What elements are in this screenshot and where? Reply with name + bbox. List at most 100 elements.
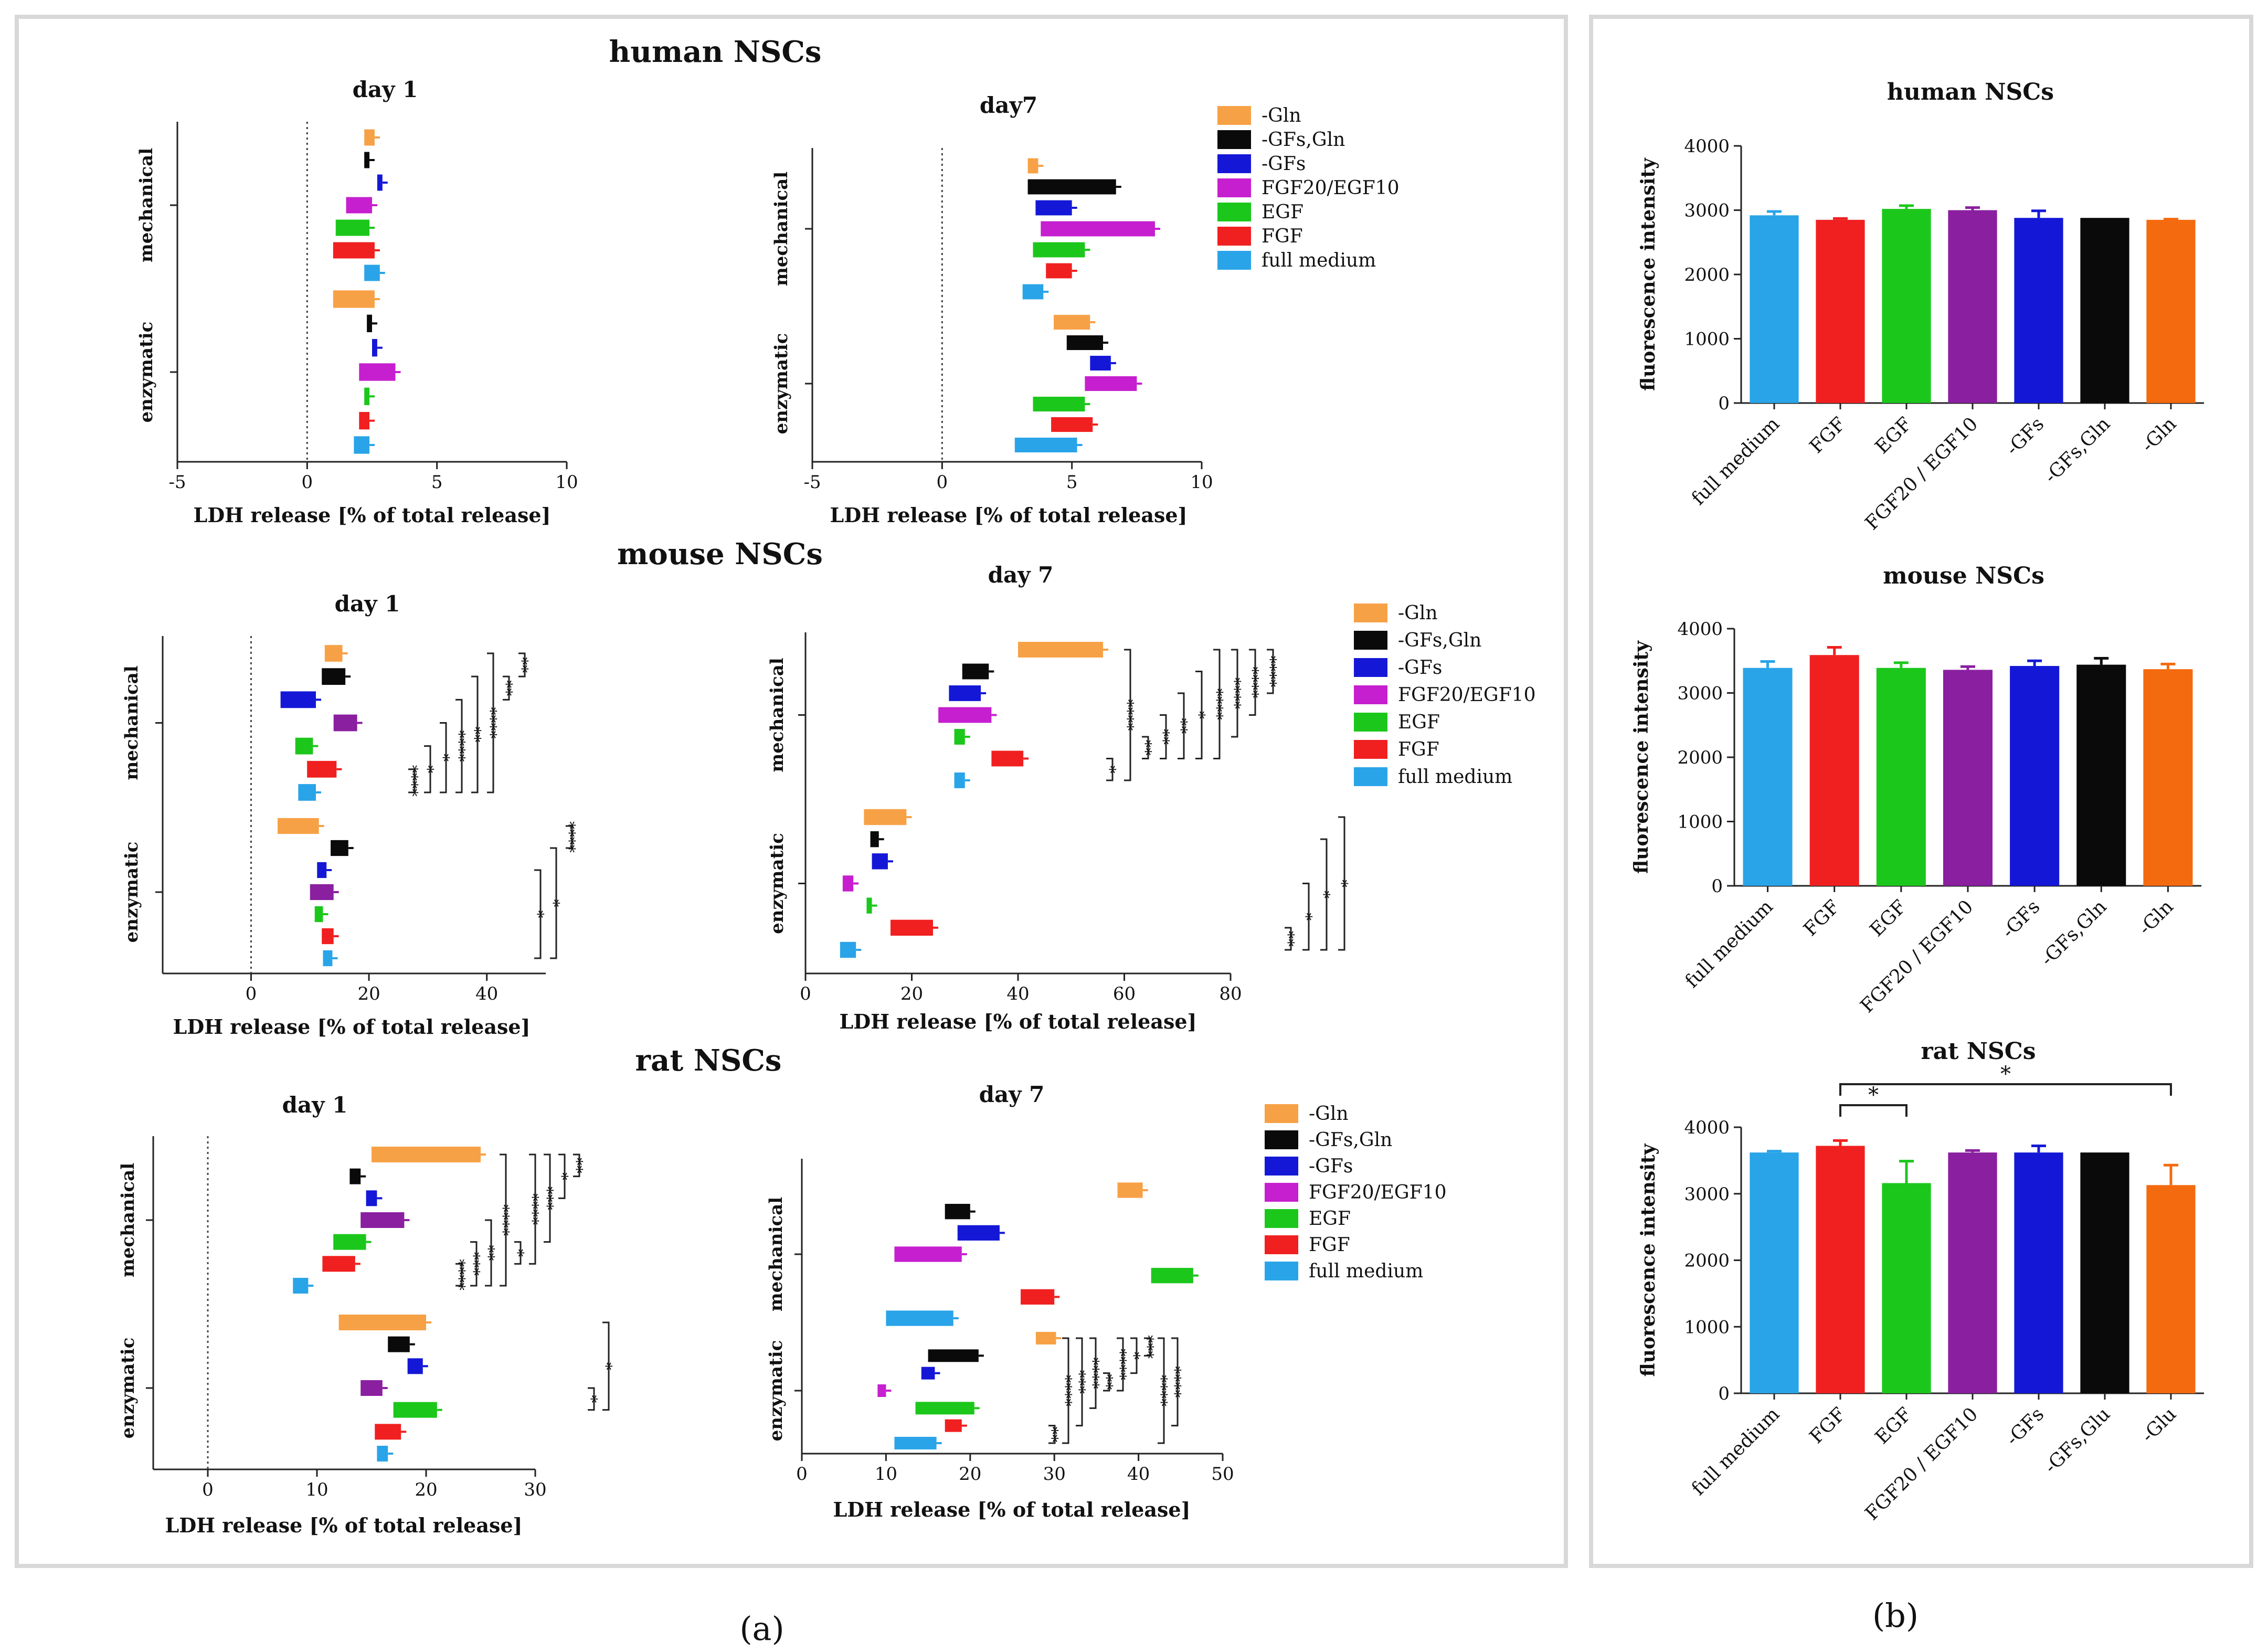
sig-bracket xyxy=(1839,1104,1907,1117)
x-tick-label: -GFs xyxy=(1998,896,2044,943)
bar--GFs xyxy=(957,1225,1000,1241)
sig-label: **** xyxy=(1063,1375,1081,1406)
bar--GFs xyxy=(366,1190,377,1206)
species-title: mouse NSCs xyxy=(617,537,823,571)
sig-label: * xyxy=(588,1395,607,1403)
x-tick-label: 0 xyxy=(302,472,313,493)
sig-label: **** xyxy=(566,821,585,853)
sig-bracket xyxy=(1231,649,1238,738)
sig-label: **** xyxy=(1249,666,1268,698)
bar--GFs xyxy=(407,1358,423,1374)
x-axis-label: LDH release [% of total release] xyxy=(840,1010,1197,1033)
y-tick-label: 0 xyxy=(1711,876,1723,897)
bar--GFs,Gln xyxy=(2080,218,2129,403)
sig-label: ** xyxy=(1104,1374,1122,1390)
legend-swatch-FGF xyxy=(1354,740,1387,759)
bar-full medium xyxy=(323,950,333,967)
bar-FGF20/EGF10 xyxy=(938,707,992,723)
sig-label: * xyxy=(440,754,459,761)
sig-label: *** xyxy=(1144,1335,1163,1359)
bar-full medium xyxy=(954,772,965,788)
sig-bracket xyxy=(602,1321,610,1411)
bar--GFs,Gln xyxy=(928,1349,979,1362)
bar-EGF xyxy=(393,1402,437,1418)
sig-label: *** xyxy=(1076,1370,1095,1394)
group-label: mechanical xyxy=(771,172,792,286)
sig-bracket xyxy=(514,1241,522,1265)
sig-bracket xyxy=(518,652,526,677)
x-tick-label: -Gln xyxy=(2137,413,2180,456)
legend-label: -Gln xyxy=(1309,1103,1349,1125)
bar-EGF xyxy=(364,387,370,406)
legend-label: full medium xyxy=(1309,1261,1423,1282)
x-tick-label: -GFs xyxy=(2002,1403,2049,1450)
sig-bracket xyxy=(470,1241,478,1287)
sig-bracket xyxy=(1178,692,1185,759)
sig-bracket xyxy=(500,1153,507,1287)
sig-label: * xyxy=(603,1362,621,1370)
bar--GFs xyxy=(872,853,888,870)
legend-label: -Gln xyxy=(1262,105,1301,126)
sig-bracket xyxy=(440,722,447,793)
bar-FGF20/EGF10 xyxy=(359,363,396,381)
sig-bracket xyxy=(1302,883,1310,951)
y-tick-label: 2000 xyxy=(1684,1251,1730,1272)
error-bar xyxy=(1965,206,1980,210)
y-tick-label: 0 xyxy=(1718,1383,1730,1404)
error-bar xyxy=(1893,661,1909,668)
sig-bracket xyxy=(1142,736,1149,759)
panel-title: day 1 xyxy=(335,591,400,617)
bar-FGF xyxy=(375,1424,401,1440)
sig-label: **** xyxy=(1232,677,1250,709)
bar--GFs xyxy=(949,685,981,701)
bar-FGF20/EGF10 xyxy=(894,1246,962,1262)
panel-title: day 1 xyxy=(282,1092,348,1118)
sig-bracket xyxy=(1195,671,1203,759)
bar--GFs,Gln xyxy=(331,840,348,856)
sig-bracket xyxy=(1213,649,1221,759)
x-tick-label: 40 xyxy=(475,983,498,1004)
x-tick-label: -Gln xyxy=(2134,896,2177,939)
y-tick-label: 4000 xyxy=(1684,136,1730,157)
panel-title: mouse NSCs xyxy=(1883,563,2044,589)
x-tick-label: 0 xyxy=(246,983,257,1004)
bar-FGF20/EGF10 xyxy=(361,1212,405,1228)
x-tick-label: 20 xyxy=(959,1464,981,1485)
bar--GFs xyxy=(377,174,383,191)
bar--GFs,Gln xyxy=(322,668,346,685)
y-axis-label: fluorescence intensity xyxy=(1637,157,1659,391)
error-bar xyxy=(2027,659,2042,666)
group-label: enzymatic xyxy=(121,842,142,943)
legend-swatch--GFs,Gln xyxy=(1265,1130,1298,1149)
error-bar xyxy=(2164,218,2178,221)
legend-swatch--Gln xyxy=(1354,603,1387,622)
species-title: rat NSCs xyxy=(635,1043,782,1078)
bar-full medium xyxy=(1750,1152,1799,1393)
bar--Gln xyxy=(864,809,907,825)
legend-label: full medium xyxy=(1398,766,1512,788)
bar-full medium xyxy=(354,436,370,454)
legend-swatch-FGF20/EGF10 xyxy=(1354,685,1387,704)
bar--GFs,Gln xyxy=(2076,664,2126,886)
sig-label: ** xyxy=(1142,740,1161,756)
bar-full medium xyxy=(364,264,380,281)
bar--Gln xyxy=(2143,669,2193,886)
bar--Gln xyxy=(1054,314,1090,330)
panel-title: day 7 xyxy=(988,562,1054,588)
legend-label: EGF xyxy=(1309,1208,1351,1230)
group-label: enzymatic xyxy=(766,1340,787,1442)
bar-FGF xyxy=(322,928,334,945)
bar-EGF xyxy=(295,737,313,755)
bar-FGF xyxy=(1816,219,1865,403)
x-tick-label: 10 xyxy=(875,1464,897,1485)
x-tick-label: 20 xyxy=(415,1479,437,1500)
x-tick-label: FGF20 / EGF10 xyxy=(1861,1403,1983,1524)
bar-FGF20 / EGF10 xyxy=(1943,670,1993,886)
x-tick-label: -GFs,Gln xyxy=(2037,896,2111,970)
r7-chart: day 7 0 10 20 30 40 50 LDH release [% of total … xyxy=(766,1082,1446,1521)
sig-bracket xyxy=(1089,1337,1097,1409)
sig-bracket xyxy=(1267,649,1274,694)
group-label: enzymatic xyxy=(118,1338,139,1439)
x-tick-label: FGF xyxy=(1799,896,1844,940)
bar--Gln xyxy=(364,129,375,146)
